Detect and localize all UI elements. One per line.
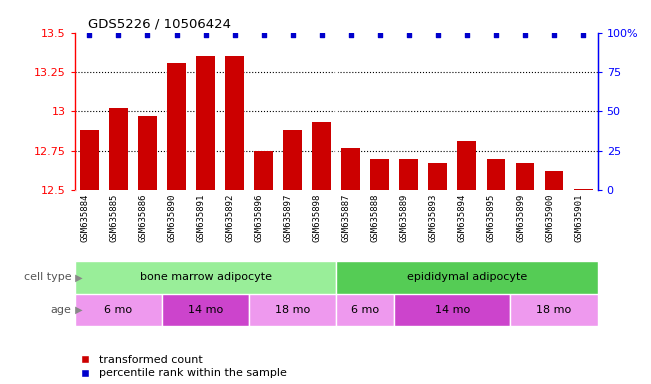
Point [462, 32, 472, 38]
Bar [337, 294, 395, 326]
Bar [254, 151, 273, 190]
Text: GSM635891: GSM635891 [197, 194, 206, 242]
Bar [516, 163, 534, 190]
Text: 14 mo: 14 mo [188, 305, 223, 315]
Text: GSM635886: GSM635886 [139, 194, 148, 242]
Text: GDS5226 / 10506424: GDS5226 / 10506424 [88, 18, 231, 31]
Text: epididymal adipocyte: epididymal adipocyte [407, 272, 527, 283]
Point [374, 32, 385, 38]
Text: GSM635888: GSM635888 [371, 194, 380, 242]
Text: GSM635898: GSM635898 [312, 194, 322, 242]
Point [433, 32, 443, 38]
Bar [486, 159, 505, 190]
Text: GSM635893: GSM635893 [429, 194, 438, 242]
Text: GSM635884: GSM635884 [80, 194, 89, 242]
Legend: transformed count, percentile rank within the sample: transformed count, percentile rank withi… [74, 355, 287, 379]
Bar [510, 294, 598, 326]
Bar [312, 122, 331, 190]
Text: bone marrow adipocyte: bone marrow adipocyte [139, 272, 271, 283]
Text: GSM635889: GSM635889 [400, 194, 409, 242]
Bar [138, 116, 157, 190]
Text: GSM635892: GSM635892 [226, 194, 234, 242]
Bar [249, 294, 337, 326]
Text: GSM635894: GSM635894 [458, 194, 467, 242]
Bar [75, 294, 162, 326]
Text: GSM635899: GSM635899 [516, 194, 525, 242]
Bar [341, 147, 360, 190]
Bar [162, 294, 249, 326]
Text: GSM635900: GSM635900 [545, 194, 554, 242]
Bar [225, 56, 244, 190]
Point [258, 32, 269, 38]
Bar [428, 163, 447, 190]
Point [549, 32, 559, 38]
Text: age: age [51, 305, 72, 315]
Point [288, 32, 298, 38]
Text: GSM635895: GSM635895 [487, 194, 496, 242]
Point [201, 32, 211, 38]
Point [113, 32, 124, 38]
Bar [400, 159, 419, 190]
Point [316, 32, 327, 38]
Point [519, 32, 530, 38]
Bar [75, 261, 337, 294]
Bar [167, 63, 186, 190]
Point [578, 32, 589, 38]
Point [84, 32, 94, 38]
Bar [283, 130, 302, 190]
Point [171, 32, 182, 38]
Text: ▶: ▶ [72, 272, 83, 283]
Point [346, 32, 356, 38]
Text: 14 mo: 14 mo [435, 305, 470, 315]
Text: GSM635890: GSM635890 [167, 194, 176, 242]
Text: 6 mo: 6 mo [104, 305, 133, 315]
Bar [545, 171, 564, 190]
Text: GSM635896: GSM635896 [255, 194, 264, 242]
Bar [370, 159, 389, 190]
Bar [458, 141, 477, 190]
Bar [574, 189, 592, 190]
Text: GSM635901: GSM635901 [574, 194, 583, 242]
Text: 18 mo: 18 mo [275, 305, 311, 315]
Text: 6 mo: 6 mo [352, 305, 380, 315]
Text: GSM635887: GSM635887 [342, 194, 351, 242]
Point [404, 32, 414, 38]
Text: GSM635885: GSM635885 [109, 194, 118, 242]
Bar [337, 261, 598, 294]
Text: 18 mo: 18 mo [536, 305, 572, 315]
Point [143, 32, 153, 38]
Bar [80, 130, 99, 190]
Text: GSM635897: GSM635897 [284, 194, 293, 242]
Point [491, 32, 501, 38]
Bar [196, 56, 215, 190]
Text: ▶: ▶ [72, 305, 83, 315]
Point [229, 32, 240, 38]
Bar [109, 108, 128, 190]
Bar [395, 294, 510, 326]
Text: cell type: cell type [24, 272, 72, 283]
